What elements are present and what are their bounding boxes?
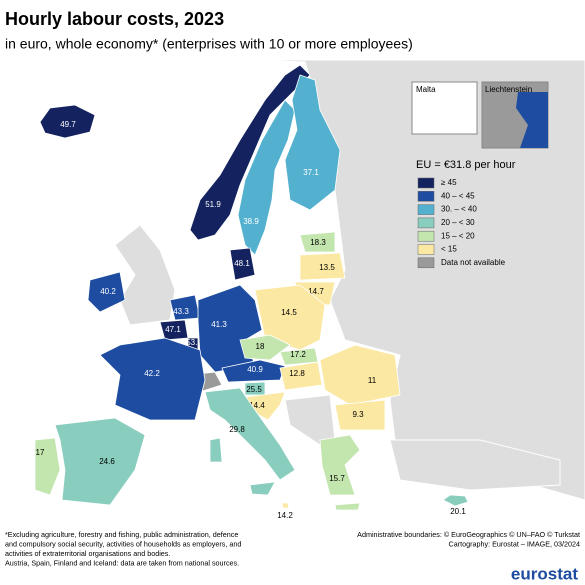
legend-label: 40 – < 45 — [441, 191, 475, 200]
value-label: 14.7 — [308, 287, 324, 296]
title: Hourly labour costs, 2023 — [5, 9, 224, 29]
region — [319, 344, 401, 406]
region — [87, 271, 126, 313]
value-label: 40.9 — [247, 365, 263, 374]
value-label: 20.1 — [450, 507, 466, 516]
value-label: 14.5 — [281, 308, 297, 317]
value-label: 37.1 — [303, 168, 319, 177]
inset-box — [411, 81, 478, 135]
legend-title: EU = €31.8 per hour — [416, 159, 516, 171]
inset-neighbour — [516, 92, 548, 148]
legend-label: 20 – < 30 — [441, 218, 475, 227]
value-label: 29.8 — [229, 425, 245, 434]
region — [334, 399, 386, 431]
value-label: 17 — [36, 448, 45, 457]
footnote: and compulsory social security, activiti… — [5, 539, 241, 548]
value-label: 13.5 — [319, 263, 335, 272]
region — [39, 104, 96, 139]
region — [54, 417, 146, 506]
region — [99, 337, 206, 421]
value-label: 48.1 — [234, 259, 250, 268]
footer: *Excluding agriculture, forestry and fis… — [5, 530, 580, 568]
legend-label: 30. – < 40 — [441, 205, 477, 214]
legend-label: 15 – < 20 — [441, 231, 475, 240]
credit: Cartography: Eurostat – IMAGE, 03/2024 — [449, 539, 580, 548]
value-label: 25.5 — [246, 385, 262, 394]
subtitle: in euro, whole economy* (enterprises wit… — [5, 36, 413, 52]
value-label: 17.2 — [290, 350, 306, 359]
region — [237, 99, 296, 256]
region — [34, 437, 61, 496]
credit: Administrative boundaries: © EuroGeograp… — [357, 530, 580, 539]
region — [442, 494, 469, 507]
value-label: 41.3 — [211, 320, 227, 329]
value-label: 47.1 — [165, 325, 181, 334]
value-label: 53.9 — [186, 338, 202, 347]
value-label: 14.4 — [249, 401, 265, 410]
value-label: 24.6 — [99, 457, 115, 466]
value-label: 14.2 — [277, 511, 293, 520]
region — [279, 361, 323, 391]
inset-label: Liechtenstein — [485, 85, 532, 94]
footnote: activities of extraterritorial organisat… — [5, 549, 170, 558]
region — [204, 387, 296, 496]
region — [319, 434, 361, 511]
legend-label: ≥ 45 — [441, 178, 457, 187]
legend-swatch — [417, 217, 435, 229]
value-label: 11 — [368, 376, 377, 385]
legend: EU = €31.8 per hour ≥ 45 40 – < 45 30. – <… — [416, 159, 516, 269]
value-label: 9.3 — [352, 410, 364, 419]
footnote: *Excluding agriculture, forestry and fis… — [5, 530, 238, 539]
legend-swatch — [417, 230, 435, 242]
value-label: 18.3 — [310, 238, 326, 247]
value-label: 40.2 — [100, 287, 116, 296]
footnote: Austria, Spain, Finland and Iceland: dat… — [5, 558, 239, 567]
inset-label: Malta — [416, 85, 436, 94]
non-eu-land — [389, 439, 561, 491]
legend-swatch — [417, 204, 435, 215]
value-label: 12.8 — [289, 369, 305, 378]
value-label: 43.3 — [173, 307, 189, 316]
region — [254, 284, 326, 351]
region — [229, 247, 256, 281]
value-label: 51.9 — [205, 200, 221, 209]
value-label: 38.9 — [243, 217, 259, 226]
logo: eurostat — [511, 564, 578, 583]
value-label: 15.7 — [329, 474, 345, 483]
value-label: 42.2 — [144, 369, 160, 378]
legend-swatch — [417, 257, 435, 269]
legend-swatch — [417, 177, 435, 189]
region — [284, 74, 341, 211]
legend-label: Data not available — [441, 258, 506, 267]
region — [299, 252, 346, 281]
value-label: 49.7 — [60, 120, 76, 129]
legend-swatch — [417, 244, 435, 255]
value-label: 18 — [256, 342, 265, 351]
region — [299, 231, 336, 253]
regions: 49.7 51.9 38.9 37.1 18.3 13.5 14.7 48.1 40.2 43.3… — [34, 64, 469, 520]
legend-swatch — [417, 191, 435, 202]
legend-label: < 15 — [441, 245, 457, 254]
non-eu-land — [114, 224, 176, 326]
